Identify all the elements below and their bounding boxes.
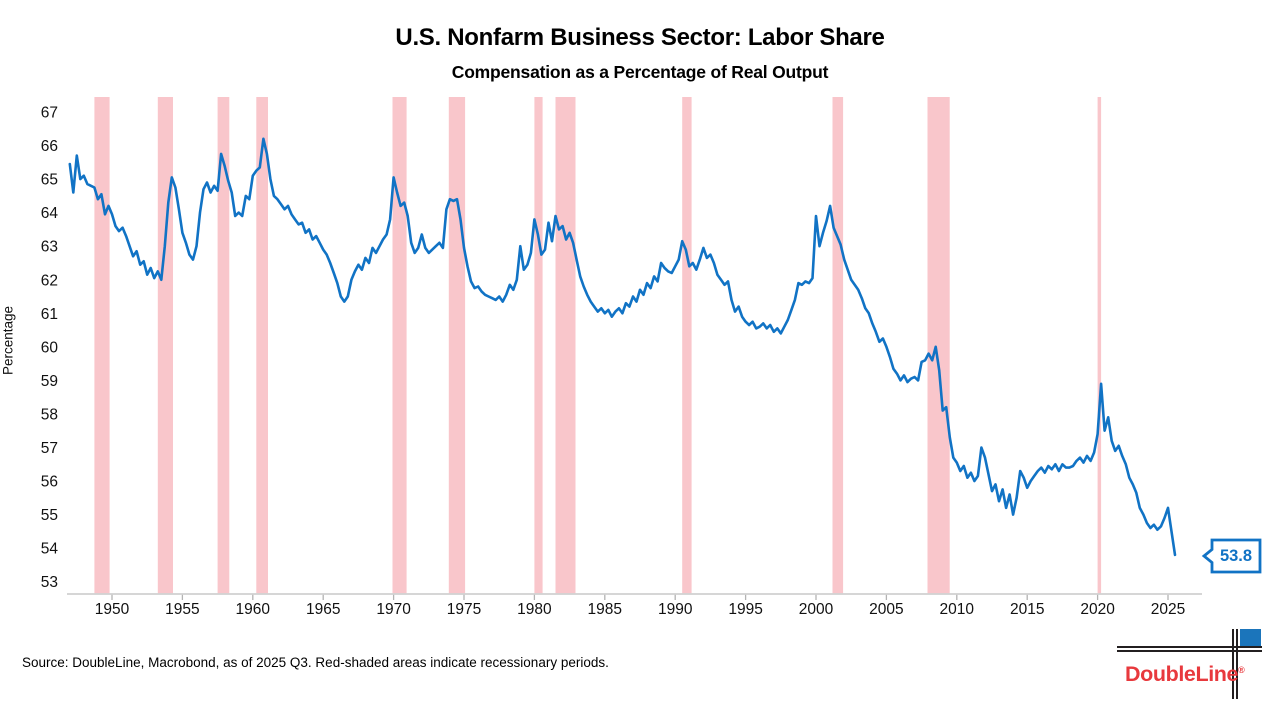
y-axis-label-58: 58 <box>41 406 58 423</box>
x-axis-label-2025: 2025 <box>1151 601 1185 618</box>
chart-subtitle: Compensation as a Percentage of Real Out… <box>451 62 829 82</box>
x-axis-label-2015: 2015 <box>1010 601 1044 618</box>
recession-band <box>832 97 844 594</box>
y-axis-label-66: 66 <box>41 138 58 155</box>
y-axis-label-67: 67 <box>41 105 58 122</box>
x-axis-label-1985: 1985 <box>588 601 622 618</box>
y-axis-label-61: 61 <box>41 306 58 323</box>
logo-wordmark: DoubleLine® <box>1125 662 1245 687</box>
recession-band <box>392 97 407 594</box>
logo-blue-square <box>1239 629 1261 646</box>
y-axis-label-56: 56 <box>41 474 58 491</box>
y-axis-label-55: 55 <box>41 507 58 524</box>
callout-bubble-shape <box>1201 538 1262 574</box>
y-axis-label-65: 65 <box>41 172 58 189</box>
recession-band <box>682 97 692 594</box>
recession-band <box>534 97 543 594</box>
x-axis-label-2010: 2010 <box>940 601 975 618</box>
x-axis-label-1960: 1960 <box>236 601 271 618</box>
callout-value: 53.8 <box>1219 547 1253 565</box>
last-value-callout <box>1201 538 1262 574</box>
x-axis-label-1955: 1955 <box>165 601 199 618</box>
y-axis-label-64: 64 <box>41 205 59 222</box>
logo-vertical-line-1 <box>1232 629 1234 699</box>
recession-band <box>555 97 576 594</box>
y-axis-label-62: 62 <box>41 272 58 289</box>
y-axis-label-57: 57 <box>41 440 58 457</box>
x-axis-label-2020: 2020 <box>1080 601 1115 618</box>
recession-band <box>448 97 466 594</box>
recession-band <box>217 97 230 594</box>
y-axis-label-60: 60 <box>41 339 59 356</box>
recession-band <box>927 97 950 594</box>
x-axis-label-1980: 1980 <box>517 601 552 618</box>
source-note: Source: DoubleLine, Macrobond, as of 202… <box>22 655 609 670</box>
y-axis-label-63: 63 <box>41 239 58 256</box>
logo-registered-mark: ® <box>1238 664 1245 675</box>
y-axis-label-54: 54 <box>41 541 59 558</box>
x-axis-label-2000: 2000 <box>799 601 834 618</box>
logo-text: DoubleLine <box>1125 662 1239 686</box>
y-axis-label-59: 59 <box>41 373 58 390</box>
recession-band <box>157 97 173 594</box>
x-axis-label-2005: 2005 <box>869 601 903 618</box>
y-axis-label-53: 53 <box>41 574 58 591</box>
logo-vertical-line-2 <box>1235 629 1238 699</box>
chart-title: U.S. Nonfarm Business Sector: Labor Shar… <box>395 24 885 51</box>
x-axis-label-1990: 1990 <box>658 601 693 618</box>
recession-band <box>94 97 110 594</box>
x-axis-label-1975: 1975 <box>447 601 481 618</box>
x-axis-label-1995: 1995 <box>728 601 762 618</box>
x-axis-label-1965: 1965 <box>306 601 340 618</box>
logo-horizontal-line-1 <box>1117 646 1262 648</box>
logo-horizontal-line-2 <box>1117 649 1262 652</box>
x-axis-label-1950: 1950 <box>95 601 130 618</box>
recession-band <box>256 97 268 594</box>
labor-share-series-line <box>68 137 1177 557</box>
x-axis-label-1970: 1970 <box>376 601 411 618</box>
recession-band <box>1097 97 1102 594</box>
